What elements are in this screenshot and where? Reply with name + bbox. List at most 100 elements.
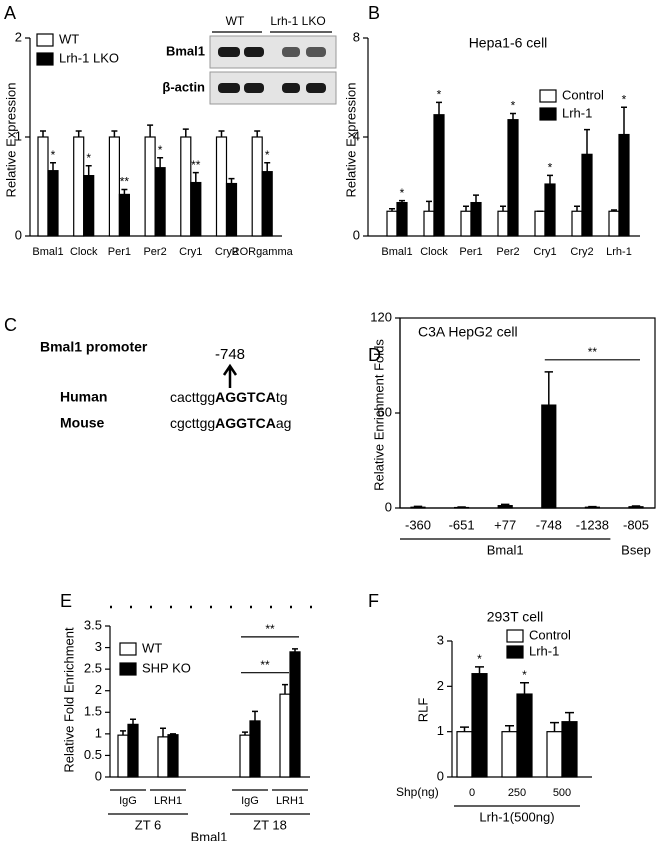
x-tick-label: IgG [241,795,259,807]
significance: * [158,143,163,157]
blot-band [218,47,240,57]
error-bar [147,124,154,137]
y-axis-label: Relative Expression [3,83,18,198]
bar [618,133,630,237]
sequence: cacttggAGGTCAtg [170,389,288,405]
y-axis-label: Relative Fold Enrichment [61,627,76,773]
bar [534,210,546,237]
error-bar [121,188,128,195]
significance: * [477,652,482,666]
error-bar [631,505,641,507]
x-tick-label: Per1 [459,246,482,258]
y-tick-label: 2 [437,678,444,693]
y-tick-label: 0 [95,768,102,783]
blot-row: Bmal1 [166,43,205,58]
error-bar [130,718,136,725]
legend-swatch [539,89,557,103]
comparison-label: ** [265,622,275,636]
x-tick-label: 0 [469,787,475,799]
error-bar [413,505,423,508]
legend-label: Control [529,627,571,642]
panel-letter: D [368,345,381,365]
bar [608,210,620,237]
error-bar [510,112,516,120]
species: Mouse [60,415,105,431]
y-tick-label: 3.5 [84,617,102,632]
bar [239,734,251,778]
bar [471,673,488,778]
legend-label: SHP KO [142,660,191,675]
bar [154,167,166,237]
error-bar [621,106,627,135]
diagram-title: Bmal1 promoter [40,339,148,355]
blot-row: β-actin [162,79,205,94]
significance: * [511,99,516,113]
bar [571,210,583,237]
legend-swatch [506,629,524,643]
bar [251,136,263,237]
y-tick-label: 3 [437,632,444,647]
chart-title: Hepa1-6 cell [469,35,548,51]
error-bar [85,164,92,176]
error-bar [254,130,261,137]
x-tick-label: Clock [70,246,98,258]
seq-suffix: tg [276,389,288,405]
bar [289,651,301,778]
x-tick-label: LRH1 [154,795,182,807]
legend-swatch [506,645,524,659]
site-arrow [222,363,238,388]
panel-letter: A [4,3,16,23]
x-tick-label: Cry2 [215,246,238,258]
legend-label: WT [142,640,162,655]
legend-label: Control [562,87,604,102]
y-tick-label: 120 [370,309,392,324]
bar [279,693,291,778]
bar [456,731,473,778]
y-tick-label: 0 [15,227,22,242]
x-tick-label: 250 [508,787,526,799]
significance: ** [191,158,201,172]
x-tick-label: Per2 [143,246,166,258]
error-bar [389,208,395,212]
bar [501,731,518,778]
error-bar [282,683,288,695]
legend-label: Lrh-1 [562,105,592,120]
comparison-label: ** [260,658,270,672]
blot-band [244,47,264,57]
significance: * [265,148,270,162]
y-tick-label: 8 [353,29,360,44]
seq-motif: AGGTCA [215,389,276,405]
panel-letter: B [368,3,380,23]
legend-label: Lrh-1 [529,643,559,658]
error-bar [228,177,235,184]
y-tick-label: 4 [353,128,360,143]
error-bar [611,209,617,212]
group-label: ZT 6 [135,817,162,832]
bar [157,736,169,778]
bar [118,193,131,237]
blot-band [306,47,326,57]
bar [497,505,513,509]
significance: ** [120,175,130,189]
x-tick-label: Clock [420,246,448,258]
y-tick-label: 2.5 [84,661,102,676]
legend-swatch [36,33,54,47]
bar [249,720,261,778]
species: Human [60,389,107,405]
x-tick-label: Per2 [496,246,519,258]
error-bar [520,681,529,695]
bar [507,119,519,237]
error-bar [501,503,510,506]
error-bar [264,161,271,172]
x-tick-label: -805 [623,517,649,532]
site-label: -748 [215,346,245,363]
x-tick-label: -748 [536,517,562,532]
significance: * [51,148,56,162]
x-tick-label: Bmal1 [381,246,412,258]
bar [37,136,49,237]
error-bar [75,130,82,137]
error-bar [473,194,479,203]
error-bar [218,130,225,137]
plot-frame [399,317,656,509]
panel-c: C Bmal1 promoter -748 Human cacttggAGGTC… [4,315,291,431]
